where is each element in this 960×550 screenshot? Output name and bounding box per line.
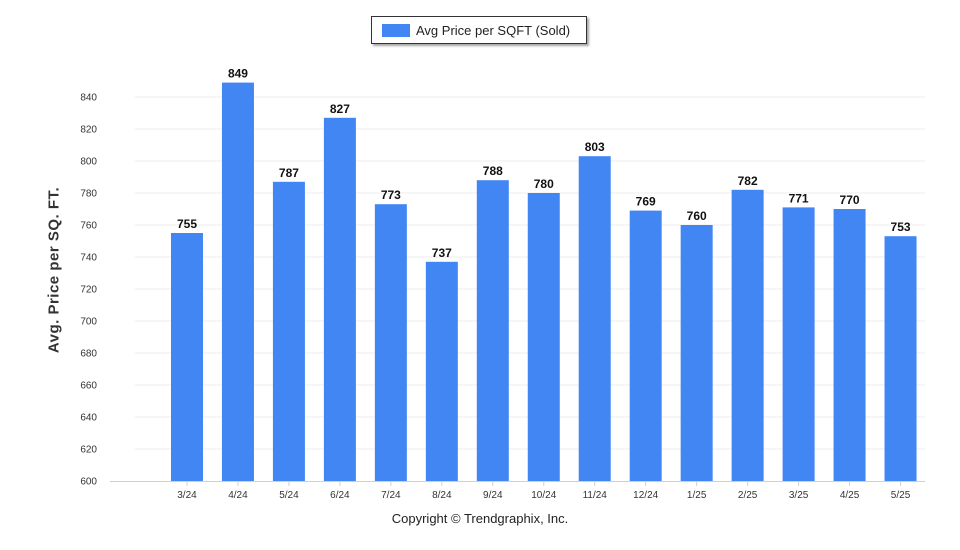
data-label: 782 [738,174,758,188]
bar [578,156,611,481]
y-tick-label: 820 [80,125,97,136]
bar [374,204,407,481]
x-tick-label: 6/24 [330,490,350,501]
bar [170,233,203,481]
y-axis-label: Avg. Price per SQ. FT. [45,186,63,354]
x-tick-label: 9/24 [483,490,503,501]
bar [629,210,662,481]
y-tick-label: 720 [80,285,97,296]
bar [884,236,917,481]
x-tick-label: 11/24 [583,490,608,501]
data-label: 771 [789,191,809,205]
y-tick-label: 760 [80,221,97,232]
bars [170,82,917,482]
bar [782,207,815,481]
bar [476,180,509,481]
y-tick-label: 660 [80,381,97,392]
y-tick-label: 640 [80,413,97,424]
y-tick-label: 840 [80,93,97,104]
x-tick-label: 3/25 [789,490,809,501]
data-label: 753 [891,220,911,234]
legend: Avg Price per SQFT (Sold) [371,16,587,44]
legend-label: Avg Price per SQFT (Sold) [416,22,571,38]
x-tick-label: 5/25 [891,490,911,501]
legend-swatch [382,23,410,37]
x-tick-label: 5/24 [279,490,299,501]
x-tick-label: 4/25 [840,490,860,501]
data-labels: 755 849 787 827 773 737 788 780 803 769 760 782 771 7… [177,67,911,260]
x-tick-label: 12/24 [633,490,658,501]
y-tick-label: 740 [80,253,97,264]
y-tick-label: 620 [80,445,97,456]
x-tick-label: 7/24 [381,490,401,501]
y-tick-label: 680 [80,349,97,360]
data-label: 849 [228,67,248,81]
data-label: 769 [636,195,656,209]
data-label: 755 [177,217,197,231]
data-label: 788 [483,164,503,178]
bar [272,181,305,482]
data-label: 737 [432,246,452,260]
bar [323,117,356,482]
x-tick-label: 2/25 [738,490,758,501]
data-label: 773 [381,188,401,202]
data-label: 827 [330,102,350,116]
x-tick-label: 10/24 [531,490,556,501]
x-tick-label: 8/24 [432,490,452,501]
data-label: 770 [840,193,860,207]
y-tick-label: 800 [80,157,97,168]
y-tick-labels: 600 620 640 660 680 700 720 740 760 780 800 820 840 [80,93,97,488]
y-tick-label: 700 [80,317,97,328]
data-label: 780 [534,177,554,191]
bar [425,261,458,481]
x-tick-labels: 3/24 4/24 5/24 6/24 7/24 8/24 9/24 10/24 11/24 12… [177,490,910,501]
x-tick-label: 1/25 [687,490,707,501]
bar [527,193,560,481]
axes [110,481,925,486]
y-tick-label: 780 [80,189,97,200]
data-label: 803 [585,140,605,154]
copyright-text: Copyright © Trendgraphix, Inc. [391,511,569,526]
data-label: 760 [687,209,707,223]
bar [221,82,254,481]
y-tick-label: 600 [80,477,97,488]
data-label: 787 [279,166,299,180]
x-tick-label: 4/24 [228,490,248,501]
x-tick-label: 3/24 [177,490,197,501]
bar [680,225,713,481]
bar [833,209,866,481]
bar [731,189,764,482]
